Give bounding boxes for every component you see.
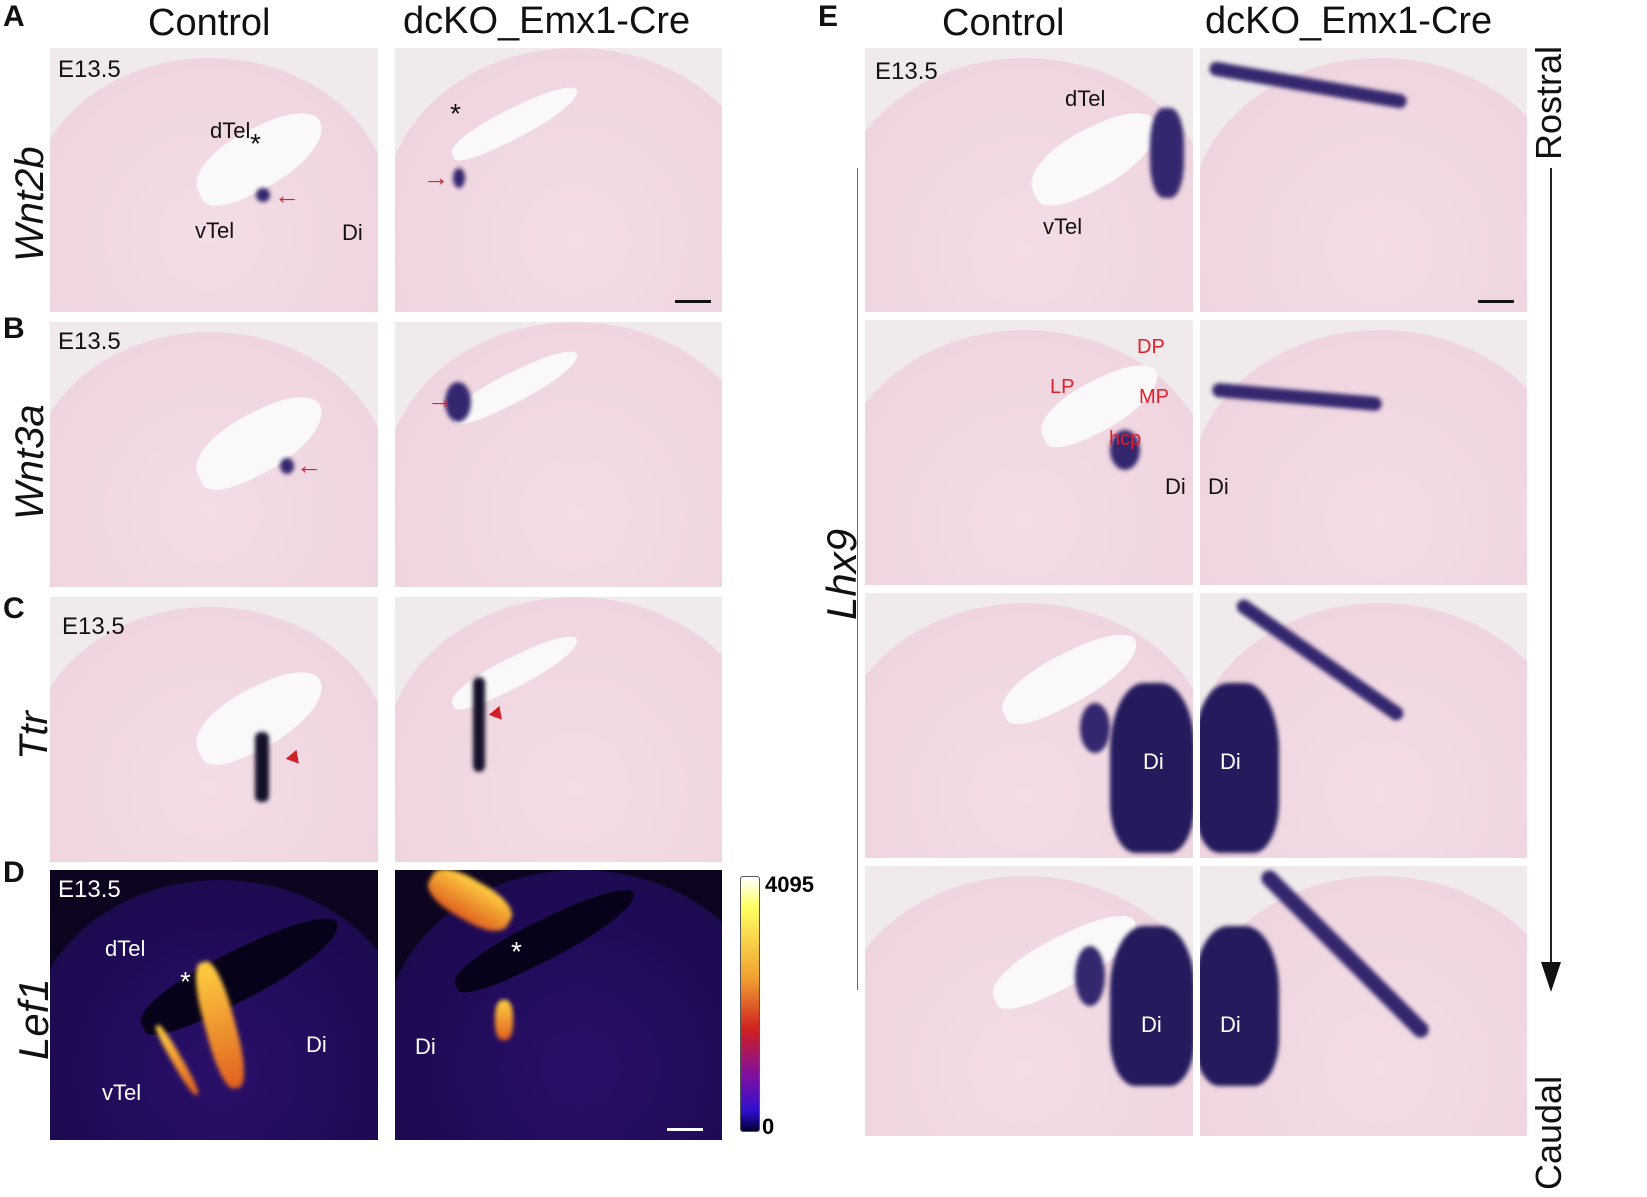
asterisk: * [450,98,461,129]
panel-a-control: E13.5 dTel * vTel Di ← [50,48,378,312]
panel-c-control: E13.5 [50,597,378,862]
region-label-di: Di [1220,1012,1241,1037]
region-label-hcp: hcp [1109,428,1142,450]
panel-e3-mutant: Di [1200,593,1527,858]
panel-d-mutant: * Di [395,870,722,1140]
panel-letter-a: A [3,0,25,33]
stage-label: E13.5 [62,613,125,640]
region-label-mp: MP [1139,386,1169,408]
region-label-di: Di [1165,474,1186,499]
region-label-dtel: dTel [105,936,146,961]
rostral-caudal-arrow-line [1550,168,1552,968]
gene-label-wnt3a: Wnt3a [8,404,52,520]
column-header-control-left: Control [148,2,271,44]
panel-b-control: E13.5 ← [50,322,378,587]
colorbar [740,876,760,1132]
region-label-dtel: dTel [210,118,251,143]
gene-label-lhx9: Lhx9 [818,528,865,620]
column-header-control-right: Control [942,2,1065,44]
panel-d-control: E13.5 dTel * vTel Di [50,870,378,1140]
axis-label-rostral: Rostral [1528,45,1569,160]
region-label-dp: DP [1137,336,1165,358]
colorbar-max: 4095 [765,872,814,897]
colorbar-min: 0 [762,1114,775,1139]
region-label-di: Di [1141,1012,1162,1037]
panel-b-mutant: → [395,322,722,587]
scale-bar [667,1128,703,1131]
stage-label: E13.5 [58,328,121,355]
region-label-vtel: vTel [1043,214,1083,239]
panel-letter-d: D [3,856,25,889]
asterisk: * [250,128,261,159]
region-label-di: Di [1143,749,1164,774]
panel-e2-mutant: Di [1200,320,1527,585]
panel-e4-control: Di [865,866,1193,1136]
panel-e3-control: Di [865,593,1193,858]
stage-label: E13.5 [875,58,938,85]
panel-letter-b: B [3,312,25,345]
bracket-line [857,168,858,990]
panel-e2-control: LP DP MP hcp Di [865,320,1193,585]
scale-bar [1478,300,1514,303]
panel-e4-mutant: Di [1200,866,1527,1136]
red-arrow-left: ← [274,180,300,210]
panel-a-mutant: * → [395,48,722,312]
gene-label-wnt2b: Wnt2b [8,146,52,262]
region-label-lp: LP [1050,376,1075,398]
asterisk: * [511,936,522,967]
scale-bar [675,300,711,303]
asterisk: * [180,966,191,997]
panel-c-mutant [395,597,722,862]
region-label-di: Di [306,1032,327,1057]
region-label-di: Di [342,220,363,245]
panel-letter-e: E [818,0,839,33]
red-arrow-right: → [423,162,449,192]
column-header-mutant-right: dcKO_Emx1-Cre [1205,0,1493,42]
stage-label: E13.5 [58,876,121,903]
region-label-vtel: vTel [195,218,235,243]
panel-e1-mutant [1200,48,1527,312]
region-label-di: Di [1208,474,1229,499]
panel-e1-control: E13.5 dTel vTel [865,48,1193,312]
arrow-down-icon [1541,962,1561,992]
region-label-dtel: dTel [1065,86,1106,111]
axis-label-caudal: Caudal [1528,1075,1569,1190]
red-arrow-left: ← [296,450,322,480]
panel-letter-c: C [3,592,25,625]
column-header-mutant-left: dcKO_Emx1-Cre [403,0,691,42]
stage-label: E13.5 [58,56,121,83]
red-arrow-right: → [427,384,453,414]
region-label-di: Di [415,1034,436,1059]
region-label-di: Di [1220,749,1241,774]
region-label-vtel: vTel [102,1080,142,1105]
